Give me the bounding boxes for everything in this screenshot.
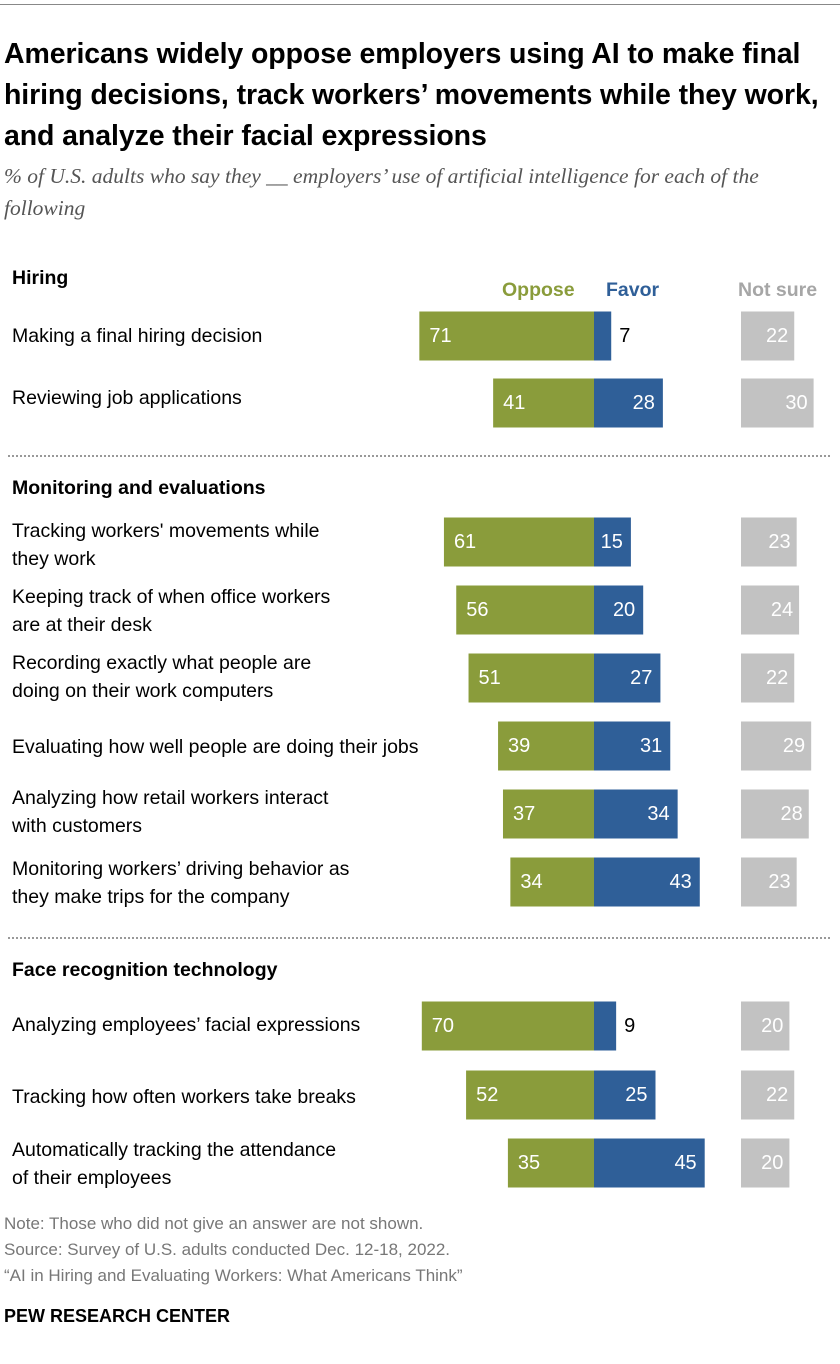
oppose-bar — [510, 857, 594, 907]
section-title-hiring: Hiring — [12, 267, 69, 289]
favor-bar — [594, 1070, 656, 1120]
favor-value-label: 45 — [674, 1152, 696, 1174]
favor-value-label: 31 — [640, 735, 662, 757]
favor-value-label: 28 — [633, 392, 655, 414]
favor-bar — [594, 585, 644, 635]
favor-bar — [594, 311, 612, 361]
chart-subtitle: % of U.S. adults who say they __ employe… — [4, 164, 759, 220]
legend-not-sure: Not sure — [738, 279, 818, 301]
oppose-value-label: 39 — [508, 735, 530, 757]
row-label: Automatically tracking the attendance of … — [12, 1139, 337, 1189]
oppose-value-label: 52 — [476, 1084, 498, 1106]
row-label: Analyzing how retail workers interact wit… — [12, 787, 329, 837]
top-rule — [0, 4, 840, 5]
section-divider — [8, 937, 830, 939]
oppose-bar — [498, 721, 594, 771]
not-sure-value-label: 23 — [768, 871, 790, 893]
favor-value-label: 25 — [625, 1084, 647, 1106]
not-sure-bar — [741, 585, 800, 635]
not-sure-bar — [741, 311, 795, 361]
not-sure-bar — [741, 721, 812, 771]
row-label: Evaluating how well people are doing the… — [12, 736, 419, 758]
oppose-bar — [443, 517, 594, 567]
favor-bar — [594, 653, 661, 703]
oppose-value-label: 61 — [454, 531, 476, 553]
legend-oppose: Oppose — [502, 279, 575, 301]
row-label: Making a final hiring decision — [12, 325, 263, 347]
row-label: Monitoring workers’ driving behavior as t… — [12, 858, 350, 908]
chart-title: Americans widely oppose employers using … — [4, 38, 819, 152]
favor-bar — [594, 1138, 705, 1188]
not-sure-value-label: 28 — [781, 803, 803, 825]
not-sure-value-label: 24 — [771, 599, 793, 621]
oppose-bar — [502, 789, 594, 839]
oppose-bar — [421, 1001, 594, 1051]
not-sure-value-label: 22 — [766, 667, 788, 689]
oppose-value-label: 71 — [429, 325, 451, 347]
section-title-monitoring: Monitoring and evaluations — [12, 477, 266, 499]
brand-logo-text: PEW RESEARCH CENTER — [4, 1306, 231, 1326]
oppose-bar — [507, 1138, 594, 1188]
oppose-bar — [466, 1070, 594, 1120]
row-label: Reviewing job applications — [12, 387, 242, 409]
favor-value-label: 7 — [619, 325, 630, 347]
oppose-bar — [456, 585, 594, 635]
oppose-value-label: 37 — [513, 803, 535, 825]
row-label: Recording exactly what people are doing o… — [12, 652, 312, 702]
favor-bar — [594, 1001, 617, 1051]
not-sure-bar — [741, 1001, 790, 1051]
favor-value-label: 27 — [630, 667, 652, 689]
favor-value-label: 34 — [647, 803, 669, 825]
oppose-value-label: 70 — [432, 1015, 454, 1037]
oppose-bar — [419, 311, 594, 361]
oppose-value-label: 41 — [503, 392, 525, 414]
favor-value-label: 9 — [624, 1015, 635, 1037]
not-sure-value-label: 22 — [766, 1084, 788, 1106]
source-text: Source: Survey of U.S. adults conducted … — [4, 1240, 451, 1259]
row-label: Analyzing employees’ facial expressions — [12, 1014, 361, 1036]
not-sure-value-label: 20 — [761, 1015, 783, 1037]
row-label: Tracking workers' movements while they wo… — [12, 520, 320, 570]
not-sure-value-label: 22 — [766, 325, 788, 347]
favor-value-label: 43 — [670, 871, 692, 893]
not-sure-value-label: 30 — [785, 392, 807, 414]
oppose-bar — [468, 653, 594, 703]
favor-value-label: 15 — [601, 531, 623, 553]
section-title-face-recognition: Face recognition technology — [12, 959, 278, 981]
not-sure-bar — [741, 517, 797, 567]
oppose-bar — [493, 378, 594, 428]
favor-bar — [594, 721, 671, 771]
not-sure-value-label: 23 — [768, 531, 790, 553]
report-title-text: “AI in Hiring and Evaluating Workers: Wh… — [4, 1266, 463, 1285]
not-sure-bar — [741, 653, 795, 703]
legend-favor: Favor — [606, 279, 660, 301]
favor-bar — [594, 517, 631, 567]
note-text: Note: Those who did not give an answer a… — [4, 1214, 424, 1233]
oppose-value-label: 51 — [479, 667, 501, 689]
favor-bar — [594, 857, 700, 907]
favor-bar — [594, 378, 663, 428]
section-divider — [8, 455, 830, 457]
not-sure-bar — [741, 378, 814, 428]
oppose-value-label: 56 — [466, 599, 488, 621]
not-sure-bar — [741, 1070, 795, 1120]
not-sure-value-label: 29 — [783, 735, 805, 757]
oppose-value-label: 34 — [520, 871, 542, 893]
not-sure-value-label: 20 — [761, 1152, 783, 1174]
row-label: Tracking how often workers take breaks — [12, 1086, 356, 1108]
favor-value-label: 20 — [613, 599, 635, 621]
not-sure-bar — [741, 1138, 790, 1188]
not-sure-bar — [741, 857, 797, 907]
favor-bar — [594, 789, 678, 839]
oppose-value-label: 35 — [518, 1152, 540, 1174]
not-sure-bar — [741, 789, 809, 839]
row-label: Keeping track of when office workers are … — [12, 586, 331, 636]
